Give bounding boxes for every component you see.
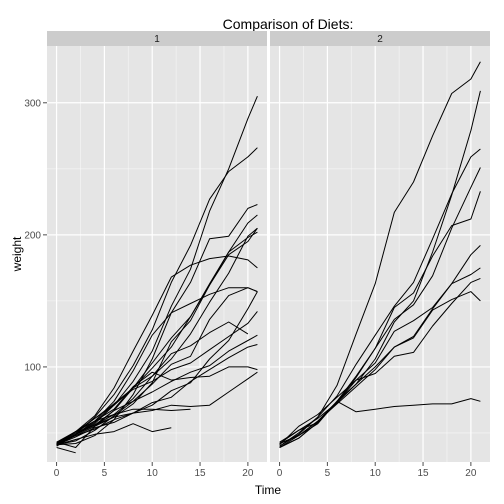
x-tick-label: 5	[102, 468, 108, 479]
chart-title: Comparison of Diets:	[223, 16, 354, 32]
y-tick-label: 300	[24, 98, 41, 109]
x-tick-label: 20	[242, 468, 254, 479]
series-line-10	[56, 334, 258, 446]
series-line-20	[56, 344, 258, 446]
series-line-9	[56, 366, 258, 444]
x-tick-label: 15	[194, 468, 206, 479]
facet-strip-label: 2	[377, 34, 383, 45]
gridlines	[270, 46, 490, 462]
series-line-7	[56, 96, 258, 446]
series-line-2	[279, 277, 481, 446]
series-line-18	[56, 447, 76, 454]
x-axis-ticks: 0 5 10 15 20	[54, 462, 254, 479]
facet-strip-label: 1	[154, 34, 160, 45]
y-tick-label: 100	[24, 362, 41, 373]
x-tick-label: 15	[417, 468, 429, 479]
series-line-13	[56, 371, 258, 446]
x-tick-label: 0	[54, 468, 60, 479]
x-tick-label: 0	[277, 468, 283, 479]
x-axis-title: Time	[255, 483, 282, 497]
x-tick-label: 5	[325, 468, 331, 479]
series-line-5	[279, 148, 481, 447]
facet-strip	[270, 31, 490, 46]
facet-strip	[47, 31, 267, 46]
series-line-6	[279, 167, 481, 444]
y-axis-ticks: 100 200 300	[24, 98, 47, 373]
series-line-15	[56, 408, 191, 446]
series-lines	[279, 61, 481, 448]
series-line-2	[56, 214, 258, 447]
series-line-14	[56, 147, 258, 446]
facet-panel-1: 10 5 10 15 20	[47, 31, 267, 479]
x-tick-label: 10	[370, 468, 382, 479]
series-line-5	[56, 204, 258, 446]
series-line-8	[279, 191, 481, 448]
series-line-16	[56, 423, 172, 446]
panel-background	[270, 46, 490, 462]
series-lines	[56, 96, 258, 454]
panel-background	[47, 46, 267, 462]
series-line-10	[279, 291, 481, 444]
x-tick-label: 10	[147, 468, 159, 479]
y-axis-title: weight	[10, 236, 24, 272]
series-line-19	[56, 291, 258, 443]
series-line-11	[56, 255, 258, 443]
x-axis-ticks: 0 5 10 15 20	[277, 462, 477, 479]
x-tick-label: 20	[465, 468, 477, 479]
facet-panel-2: 20 5 10 15 20	[270, 31, 490, 479]
y-tick-label: 200	[24, 230, 41, 241]
